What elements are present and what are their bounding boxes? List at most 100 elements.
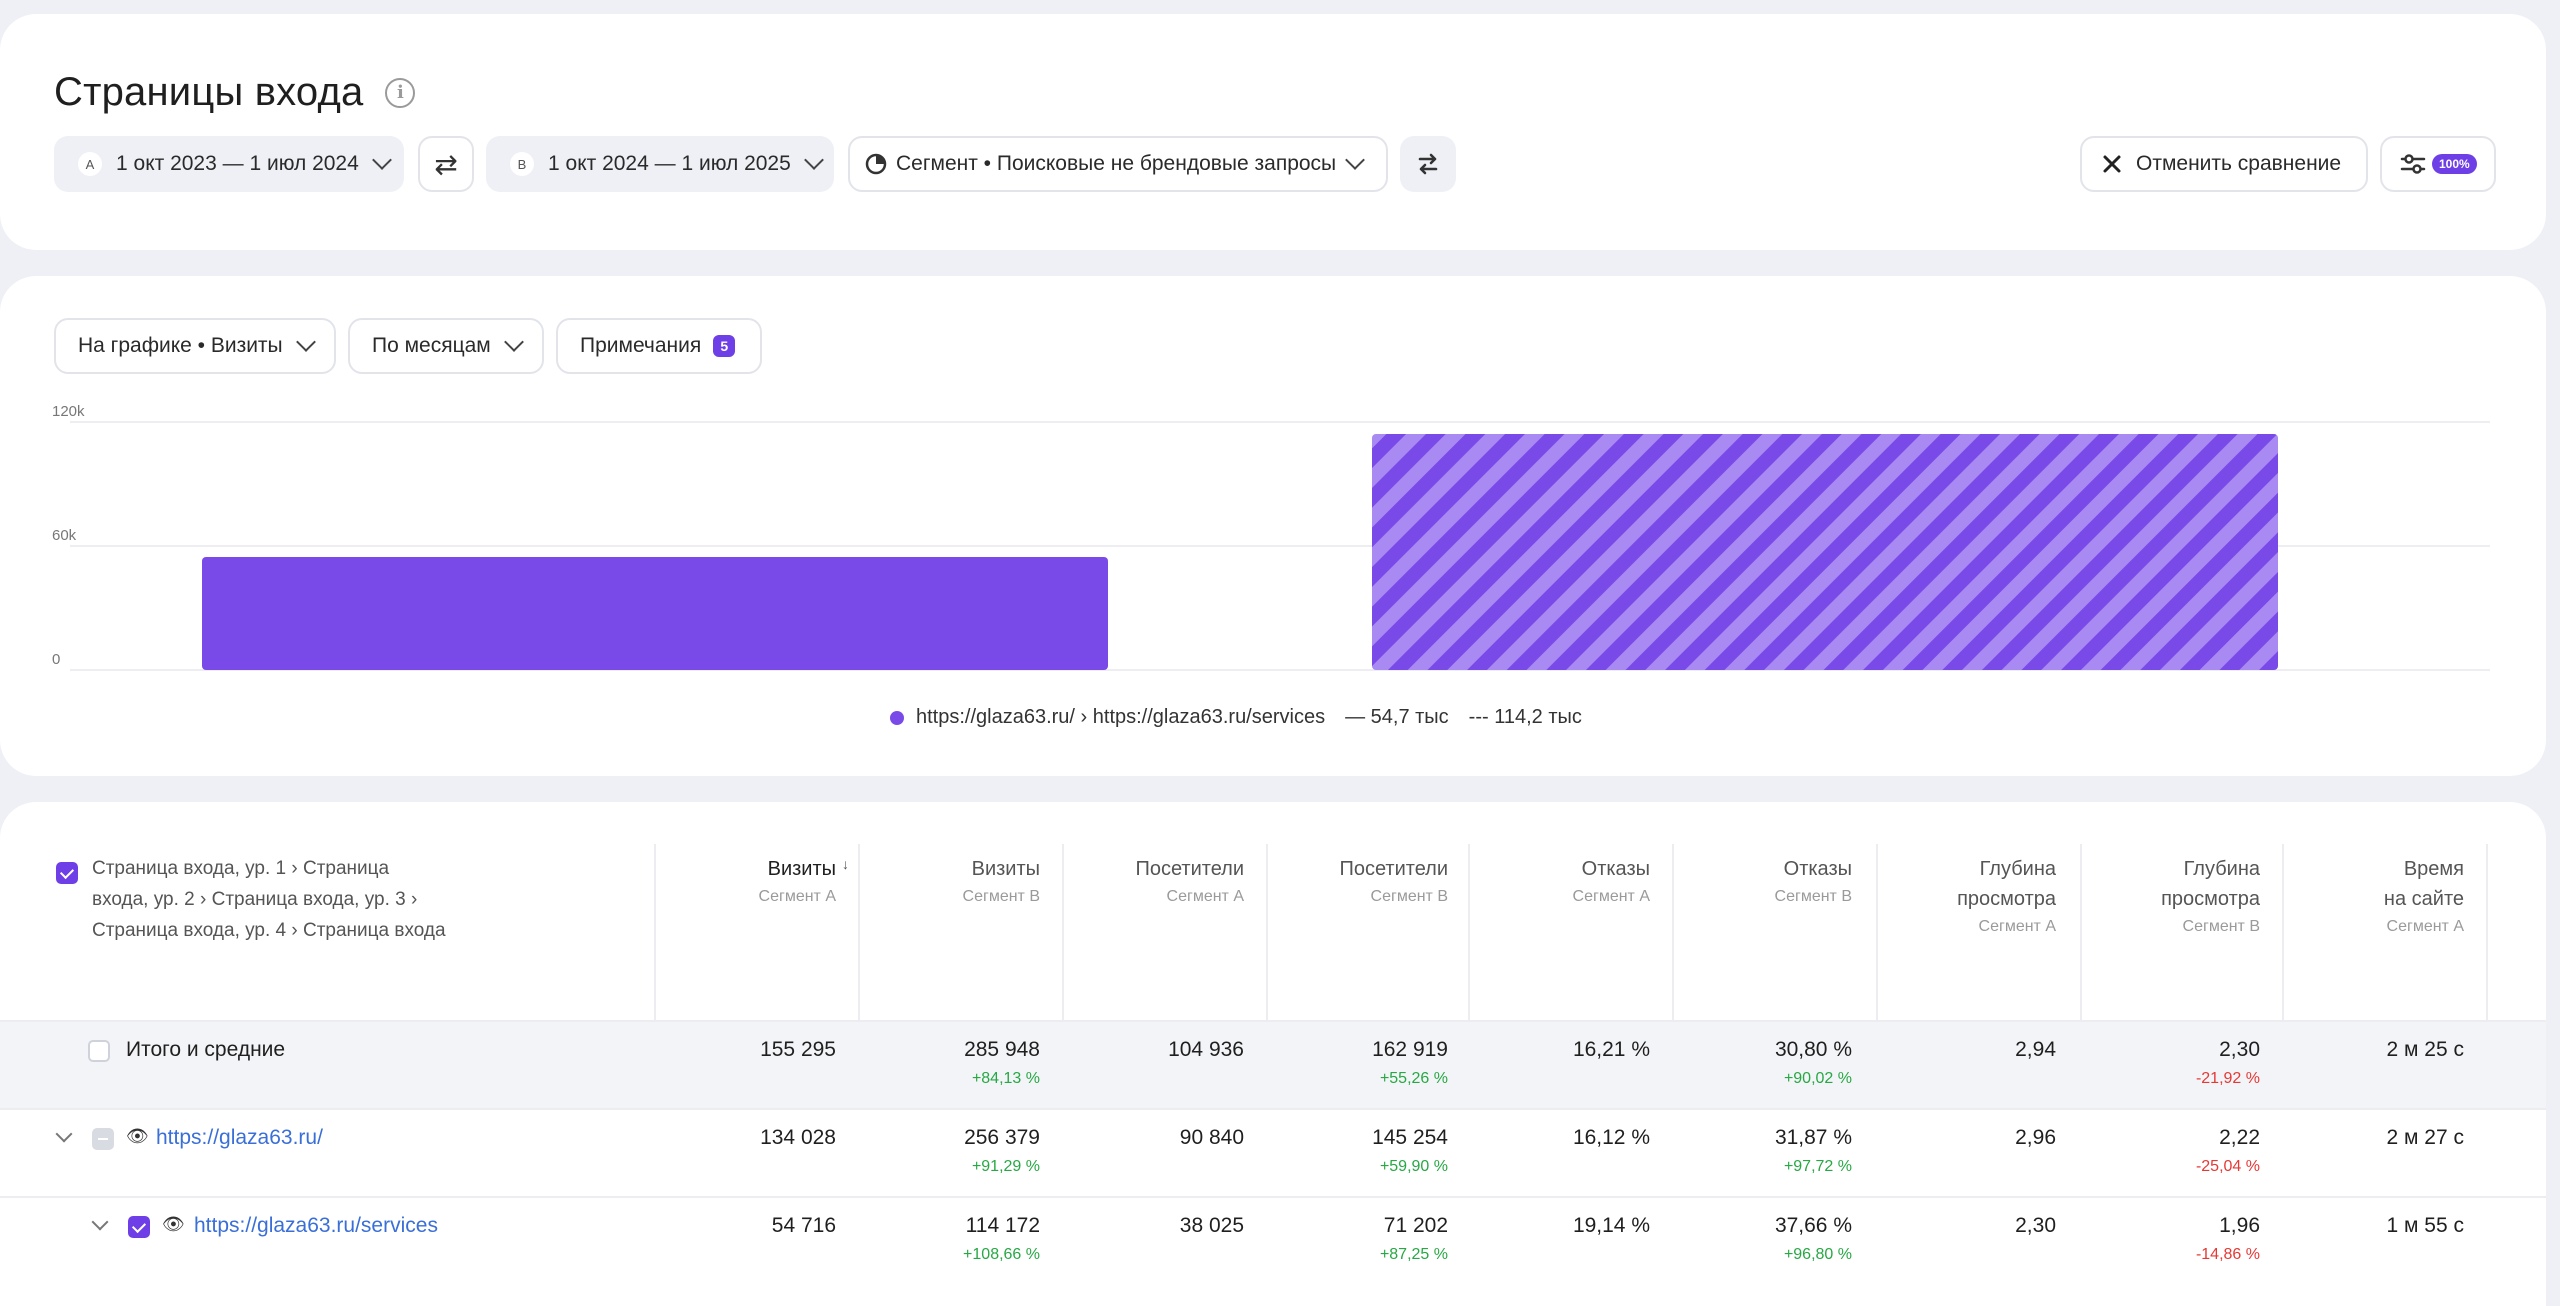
row-checkbox[interactable] [88, 1040, 110, 1062]
data-table: Страница входа, ур. 1 › Страница входа, у… [0, 802, 2546, 1306]
pie-icon [865, 153, 887, 175]
chevron-down-icon [1345, 150, 1366, 170]
column-header-title[interactable]: Время [2403, 858, 2464, 880]
column-header-segment: Сегмент B [1774, 888, 1852, 905]
column-separator [1468, 844, 1470, 1020]
row-checkbox[interactable] [92, 1128, 114, 1150]
column-header-title-2[interactable]: просмотра [1957, 888, 2056, 910]
totals-row-bg [0, 1020, 2546, 1108]
segment-swap-icon [1418, 153, 1438, 175]
chart-canvas: 120k 60k 0 [52, 403, 2490, 671]
notes-count-badge: 5 [713, 335, 736, 357]
column-separator [1266, 844, 1268, 1020]
cell-value: 134 028 [760, 1126, 836, 1149]
row-divider [0, 1196, 2546, 1198]
row-checkbox[interactable] [128, 1216, 150, 1238]
info-icon[interactable]: i [385, 77, 416, 108]
select-all-checkbox[interactable] [56, 862, 78, 884]
grouping-label: По месяцам [372, 334, 491, 357]
settings-sampling-button[interactable]: 100% [2380, 136, 2496, 192]
header-panel: Страницы входа i A 1 окт 2023 — 1 июл 20… [0, 14, 2546, 250]
cell-value: 2,22 [2219, 1126, 2260, 1149]
legend-value-a: — 54,7 тыс [1345, 706, 1449, 728]
period-a-label: 1 окт 2023 — 1 июл 2024 [116, 152, 359, 175]
title-row: Страницы входа i [54, 70, 416, 115]
period-b-select[interactable]: B 1 окт 2024 — 1 июл 2025 [486, 136, 834, 192]
segment-swap-button[interactable] [1400, 136, 1456, 192]
notes-button[interactable]: Примечания 5 [556, 318, 762, 374]
cell-diff: -25,04 % [2195, 1158, 2260, 1175]
row-divider [0, 1108, 2546, 1110]
column-separator [1672, 844, 1674, 1020]
swap-periods-button[interactable]: ⇄ [418, 136, 474, 192]
chevron-down-icon [803, 150, 824, 170]
cell-value: 162 919 [1372, 1038, 1448, 1061]
period-b-label: 1 окт 2024 — 1 июл 2025 [548, 152, 791, 175]
column-header-title[interactable]: Визиты [767, 858, 836, 880]
expand-chevron-icon[interactable] [55, 1125, 73, 1143]
cell-value: 38 025 [1179, 1214, 1244, 1237]
column-header-title[interactable]: Отказы [1581, 858, 1650, 880]
cancel-compare-label: Отменить сравнение [2136, 152, 2342, 175]
cell-value: 31,87 % [1774, 1126, 1852, 1149]
expand-chevron-icon[interactable] [91, 1213, 109, 1231]
dimension-header-line[interactable]: входа, ур. 2 › Страница входа, ур. 3 › [92, 889, 418, 910]
column-separator [2080, 844, 2082, 1020]
column-header-title[interactable]: Посетители [1339, 858, 1448, 880]
chart-metric-select[interactable]: На графике • Визиты [54, 318, 336, 374]
y-tick-label: 120k [52, 403, 85, 420]
chart-metric-label: На графике • Визиты [78, 334, 283, 357]
column-header-segment: Сегмент B [2182, 918, 2260, 935]
period-a-letter: A [78, 152, 102, 176]
dimension-header-line[interactable]: Страница входа, ур. 1 › Страница [92, 858, 390, 879]
cell-value: 2,30 [2015, 1214, 2056, 1237]
column-header-segment: Сегмент А [1978, 918, 2056, 935]
cell-value: 256 379 [964, 1126, 1040, 1149]
row-link[interactable]: https://glaza63.ru/services [194, 1214, 438, 1237]
cancel-compare-button[interactable]: Отменить сравнение [2080, 136, 2368, 192]
cell-diff: +59,90 % [1379, 1158, 1448, 1175]
column-header-title[interactable]: Отказы [1783, 858, 1852, 880]
column-header-segment: Сегмент А [1166, 888, 1244, 905]
column-header-title[interactable]: Посетители [1135, 858, 1244, 880]
column-header-segment: Сегмент А [758, 888, 836, 905]
legend-label: https://glaza63.ru/ › https://glaza63.ru… [916, 706, 1326, 728]
segment-label: Сегмент • Поисковые не брендовые запросы [896, 152, 1337, 175]
sort-desc-icon[interactable]: ↓ [842, 856, 849, 872]
page-title: Страницы входа [54, 70, 364, 114]
notes-label: Примечания [580, 334, 702, 357]
dimension-header-line[interactable]: Страница входа, ур. 4 › Страница входа [92, 920, 446, 941]
column-separator [2486, 844, 2488, 1020]
cell-value: 285 948 [964, 1038, 1040, 1061]
column-header-title-2[interactable]: на сайте [2383, 888, 2464, 910]
cell-value: 37,66 % [1774, 1214, 1852, 1237]
sliders-icon [2400, 154, 2426, 174]
column-header-title[interactable]: Глубина [1979, 858, 2056, 880]
close-icon [2103, 155, 2121, 173]
column-header-title[interactable]: Глубина [2183, 858, 2260, 880]
cell-diff: +97,72 % [1783, 1158, 1852, 1175]
segment-select[interactable]: Сегмент • Поисковые не брендовые запросы [848, 136, 1388, 192]
cell-diff: +108,66 % [963, 1246, 1040, 1263]
cell-diff: +87,25 % [1379, 1246, 1448, 1263]
grouping-select[interactable]: По месяцам [348, 318, 544, 374]
chart-panel: На графике • Визиты По месяцам Примечани… [0, 276, 2546, 776]
cell-value: 2 м 27 с [2386, 1126, 2464, 1149]
cell-diff: +55,26 % [1379, 1070, 1448, 1087]
row-link[interactable]: https://glaza63.ru/ [156, 1126, 323, 1149]
legend-value-b: --- 114,2 тыс [1468, 706, 1582, 728]
cell-value: 71 202 [1383, 1214, 1448, 1237]
cell-value: 30,80 % [1774, 1038, 1852, 1061]
period-b-letter: B [510, 152, 534, 176]
totals-label: Итого и средние [126, 1038, 286, 1061]
chart-legend: https://glaza63.ru/ › https://glaza63.ru… [890, 706, 1582, 729]
column-header-title[interactable]: Визиты [971, 858, 1040, 880]
chevron-down-icon [371, 150, 392, 170]
bar-segment-a[interactable] [202, 556, 1108, 670]
cell-value: 1 м 55 с [2386, 1214, 2464, 1237]
bar-segment-b[interactable] [1372, 433, 2278, 670]
cell-value: 54 716 [771, 1214, 836, 1237]
legend-dot [890, 710, 904, 725]
column-header-title-2[interactable]: просмотра [2161, 888, 2260, 910]
period-a-select[interactable]: A 1 окт 2023 — 1 июл 2024 [54, 136, 404, 192]
